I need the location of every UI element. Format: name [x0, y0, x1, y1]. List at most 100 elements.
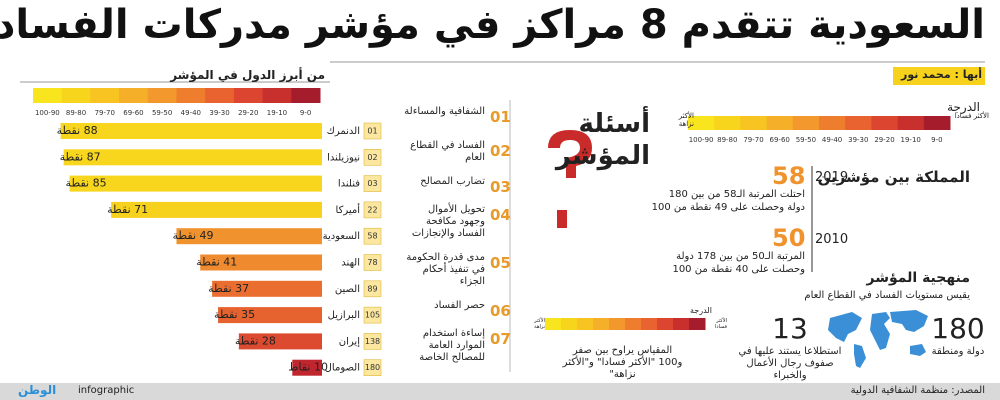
scale-label: 89-80	[66, 109, 86, 117]
rank-box	[363, 359, 382, 377]
rank-box	[363, 333, 382, 350]
question-number: 01	[490, 108, 511, 126]
bar	[200, 254, 322, 271]
brand: الوطن	[18, 383, 57, 397]
scale-segment	[689, 318, 706, 330]
question-number: 03	[490, 178, 511, 196]
question-number: 04	[490, 206, 511, 224]
rank-box	[363, 175, 382, 192]
methodology-subtitle: يقيس مستويات الفساد في القطاع العام	[804, 290, 970, 301]
value-label: 87 نقطة	[60, 150, 101, 163]
scale-segment	[233, 88, 264, 103]
rank-box	[363, 254, 382, 271]
scale-segment	[561, 318, 578, 330]
rank-label: 78	[367, 258, 377, 267]
question-number: 02	[490, 142, 511, 160]
scale-segment	[792, 116, 820, 130]
category-label: إيران	[339, 336, 360, 347]
rank-box	[363, 306, 382, 324]
value-label: 10 نقاط	[288, 361, 328, 374]
scale-label: 39-30	[848, 136, 868, 144]
rank-label: 22	[367, 205, 377, 214]
scale-label: 100-90	[689, 136, 714, 144]
scale-segment	[90, 88, 120, 103]
methodology-title: منهجية المؤشر	[866, 270, 971, 286]
question-number: 05	[490, 254, 511, 272]
scale-label: 9-0	[931, 136, 942, 144]
scale-label: 49-40	[181, 109, 201, 117]
category-label: البرازيل	[328, 310, 360, 321]
scale-label: 19-10	[901, 136, 921, 144]
rank-label: 58	[367, 232, 377, 241]
scale-label: 79-70	[743, 136, 763, 144]
stat-number: 13	[772, 312, 808, 345]
value-label: 28 نقطة	[235, 334, 276, 347]
question-number: 06	[490, 302, 511, 320]
bar	[111, 201, 322, 218]
value-label: 71 نقطة	[107, 203, 148, 216]
scale-segment	[593, 318, 610, 330]
chart-title: من أبرز الدول في المؤشر	[170, 68, 325, 82]
scale-segment	[61, 88, 91, 103]
scale-segment	[845, 116, 872, 130]
scale-segment	[740, 116, 768, 130]
rank-label: 01	[367, 127, 377, 136]
scale-segment	[688, 116, 715, 130]
scale-label: 19-10	[267, 109, 287, 117]
rank-box	[363, 280, 382, 298]
rank-box	[363, 122, 382, 140]
category-label: فنلندا	[338, 179, 360, 190]
scale-segment	[923, 116, 951, 130]
questions-title: أسئلة المؤشر	[555, 109, 650, 171]
value-label: 35 نقطة	[214, 308, 255, 321]
scale-label: 39-30	[209, 109, 229, 117]
stat-number: 180	[931, 312, 985, 345]
scale-segment	[766, 116, 794, 130]
scale-segment	[545, 318, 562, 330]
rank-box	[363, 201, 382, 219]
category-label: الهند	[341, 258, 360, 269]
bar	[212, 280, 322, 297]
scale-label: 59-50	[152, 109, 172, 117]
rank-2019: 58	[772, 162, 806, 190]
rank-box	[363, 227, 382, 245]
scale-label: 59-50	[796, 136, 816, 144]
scale-segment	[147, 88, 177, 103]
scale-label: 69-60	[123, 109, 143, 117]
byline: أبها : محمد نور	[900, 68, 982, 81]
question-text: إساءة استخدام الموارد العامة للمصالح الخ…	[419, 328, 485, 363]
year-2010: 2010	[815, 232, 849, 247]
scale-segment	[871, 116, 899, 130]
value-label: 37 نقطة	[208, 282, 249, 295]
rank-label: 138	[365, 337, 380, 346]
main-title: السعودية تتقدم 8 مراكز في مؤشر مدركات ال…	[0, 2, 985, 48]
stat-label: استطلاعا يستند عليها في صفوف رجال الأعما…	[738, 346, 842, 381]
value-label: 88 نقطة	[57, 124, 98, 137]
scale-segment	[205, 88, 235, 103]
rank-label: 180	[365, 363, 380, 372]
scale-segment	[291, 88, 321, 103]
most-corrupt: الأكثر فسادا	[954, 112, 989, 120]
scale-segment	[119, 88, 149, 103]
scale-label: 69-60	[770, 136, 790, 144]
question-text: تضارب المصالح	[420, 176, 485, 187]
category-label: الدنمرك	[327, 126, 360, 137]
category-label: الصين	[335, 284, 360, 295]
category-label: السعودية	[323, 231, 360, 242]
question-text: مدى قدرة الحكومة في تنفيذ أحكام الجزاء	[406, 252, 485, 287]
rank-label: 105	[365, 311, 380, 320]
scale-segment	[262, 88, 292, 103]
bar	[218, 307, 322, 324]
value-label: 49 نقطة	[172, 229, 213, 242]
scale-label: 9-0	[300, 109, 311, 117]
value-label: 85 نقطة	[66, 177, 107, 190]
most-integrity: الأكثر نزاهة	[534, 318, 545, 330]
text-2019: احتلت المرتبة الـ58 من بين 180 دولة وحصل…	[651, 189, 805, 213]
scale-label: 49-40	[822, 136, 842, 144]
scale-caption: المقياس يراوح بين صفر و100 "الأكثر فسادا…	[562, 345, 683, 380]
world-map	[828, 310, 928, 368]
question-number: 07	[490, 330, 511, 348]
bar	[69, 175, 322, 192]
scale-segment	[625, 318, 642, 330]
